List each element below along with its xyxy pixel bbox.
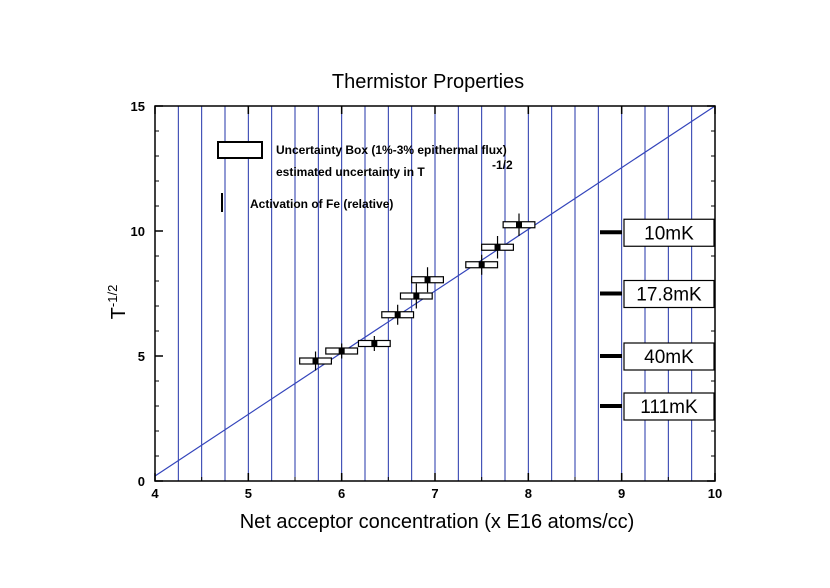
temp-label: 111mK [640, 397, 698, 418]
y-tick-labels: 0 5 10 15 [131, 99, 145, 489]
temp-label-box [623, 392, 715, 421]
x-tick-labels: 4 5 6 7 8 9 10 [151, 486, 722, 501]
y-axis-label-sup: -1/2 [105, 285, 120, 307]
data-point [424, 276, 431, 283]
temp-label: 10mK [644, 223, 694, 244]
data-point [338, 348, 345, 354]
y-tick-label: 0 [138, 474, 145, 489]
chart-title: Thermistor Properties [332, 71, 524, 93]
data-point [371, 340, 378, 347]
legend-bar-label: Activation of Fe (relative) [250, 197, 393, 211]
legend: Uncertainty Box (1%-3% epithermal flux) … [217, 141, 513, 212]
data-point [478, 261, 485, 268]
data-point [394, 311, 401, 318]
fit-line [154, 105, 716, 477]
x-tick-label: 9 [618, 486, 625, 501]
data-point [516, 221, 522, 228]
x-tick-label: 7 [431, 486, 438, 501]
x-tick-label: 4 [151, 486, 159, 501]
y-tick-label: 15 [131, 99, 145, 114]
temp-label: 17.8mK [636, 285, 702, 306]
x-tick-label: 8 [525, 486, 532, 501]
x-tick-label: 10 [708, 486, 722, 501]
data-point [312, 358, 319, 364]
temp-label-box [623, 342, 715, 371]
temp-label-box [623, 218, 715, 247]
y-tick-label: 10 [131, 224, 145, 239]
temp-label-box [623, 279, 715, 309]
x-axis-label: Net acceptor concentration (x E16 atoms/… [240, 511, 635, 533]
data-points [299, 213, 536, 371]
legend-t-label-sup: -1/2 [492, 158, 513, 172]
x-tick-label: 6 [338, 486, 345, 501]
legend-box-label: Uncertainty Box (1%-3% epithermal flux) [276, 143, 507, 157]
legend-box-icon [217, 141, 263, 159]
y-tick-label: 5 [138, 349, 145, 364]
data-point [413, 293, 420, 299]
temp-label: 40mK [644, 347, 694, 368]
y-axis-label-main: T [108, 307, 130, 319]
temperature-markers: 10mK 17.8mK 40mK 111mK [600, 218, 715, 421]
legend-t-label: estimated uncertainty in T [276, 165, 425, 179]
data-point [494, 244, 501, 251]
y-axis-label: T-1/2 [105, 285, 130, 320]
x-tick-label: 5 [245, 486, 252, 501]
